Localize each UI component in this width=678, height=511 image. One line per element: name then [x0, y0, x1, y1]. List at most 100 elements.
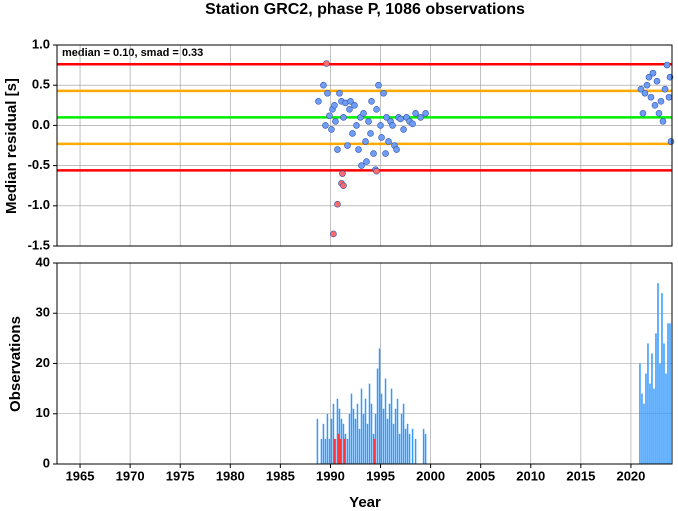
y-tick-label: 30 — [36, 305, 50, 320]
point — [400, 126, 407, 133]
bar — [320, 438, 323, 464]
bar — [360, 388, 363, 464]
bar — [661, 293, 663, 464]
point — [422, 110, 429, 117]
point — [346, 106, 353, 113]
point — [665, 93, 673, 101]
bar — [364, 398, 367, 464]
bar — [382, 408, 385, 464]
point — [417, 114, 424, 121]
point — [323, 60, 330, 67]
point — [651, 102, 659, 109]
point — [659, 118, 667, 125]
point — [370, 150, 377, 157]
bar — [326, 413, 329, 464]
y-tick-label: 0 — [43, 455, 50, 470]
point — [324, 89, 331, 97]
point — [385, 138, 392, 145]
y-axis-label: Median residual [s] — [3, 78, 20, 214]
y-tick-label: 0.0 — [32, 117, 50, 132]
bar — [334, 438, 337, 464]
bar — [324, 438, 327, 464]
point — [667, 138, 675, 145]
y-tick-label: 0.5 — [32, 77, 50, 92]
point — [351, 102, 358, 109]
bar — [378, 348, 381, 464]
bar — [333, 438, 336, 464]
point — [322, 122, 329, 129]
bar — [316, 418, 319, 464]
point — [353, 122, 360, 129]
point — [320, 81, 327, 89]
point — [661, 85, 669, 93]
point — [647, 93, 655, 101]
bar — [340, 418, 343, 464]
point — [347, 97, 354, 105]
bar — [343, 438, 346, 464]
point — [336, 89, 343, 97]
bar — [328, 438, 331, 464]
bar — [339, 438, 342, 464]
bar — [342, 423, 345, 464]
bar — [356, 403, 359, 464]
plot-frame — [56, 262, 673, 465]
bar — [641, 393, 643, 464]
bar — [354, 418, 357, 464]
point — [409, 120, 416, 128]
bar — [372, 433, 375, 464]
point — [330, 230, 337, 238]
bar — [337, 433, 340, 464]
bar — [406, 423, 409, 464]
point — [382, 150, 389, 157]
annotation: median = 0.10, smad = 0.33 — [62, 47, 203, 59]
bar — [645, 373, 647, 464]
point — [332, 118, 339, 125]
bar — [390, 388, 393, 464]
bar — [368, 383, 371, 464]
bar — [370, 403, 373, 464]
bar — [388, 403, 391, 464]
bar — [643, 403, 645, 464]
bar — [384, 378, 387, 464]
x-tick-label: 1975 — [166, 468, 195, 483]
point — [383, 114, 390, 121]
x-tick-label: 1995 — [366, 468, 395, 483]
bar — [352, 408, 355, 464]
bar — [659, 363, 661, 464]
y-tick-label: -0.5 — [28, 157, 50, 172]
point — [373, 106, 380, 113]
bar — [400, 413, 403, 464]
point — [358, 162, 365, 169]
point — [375, 81, 382, 89]
point — [326, 112, 333, 120]
bar — [665, 373, 667, 464]
point — [368, 97, 375, 105]
bar — [647, 343, 649, 464]
bar — [394, 408, 397, 464]
bar — [358, 428, 361, 464]
point — [393, 146, 400, 153]
point — [360, 110, 367, 117]
x-tick-label: 1985 — [266, 468, 295, 483]
y-tick-label: 10 — [36, 405, 50, 420]
point — [349, 130, 356, 137]
bar — [651, 353, 653, 464]
y-tick-label: 20 — [36, 355, 50, 370]
bar — [330, 418, 333, 464]
bar — [653, 388, 655, 464]
point — [657, 97, 665, 105]
bar — [362, 413, 365, 464]
x-tick-label: 1965 — [66, 468, 95, 483]
point — [334, 200, 341, 208]
point — [663, 61, 671, 69]
point — [378, 134, 385, 141]
point — [340, 182, 347, 189]
point — [339, 170, 346, 177]
point — [365, 118, 372, 125]
bar — [408, 433, 411, 464]
bar — [414, 438, 417, 464]
point — [373, 167, 380, 175]
bar — [669, 323, 671, 464]
bar — [338, 408, 341, 464]
